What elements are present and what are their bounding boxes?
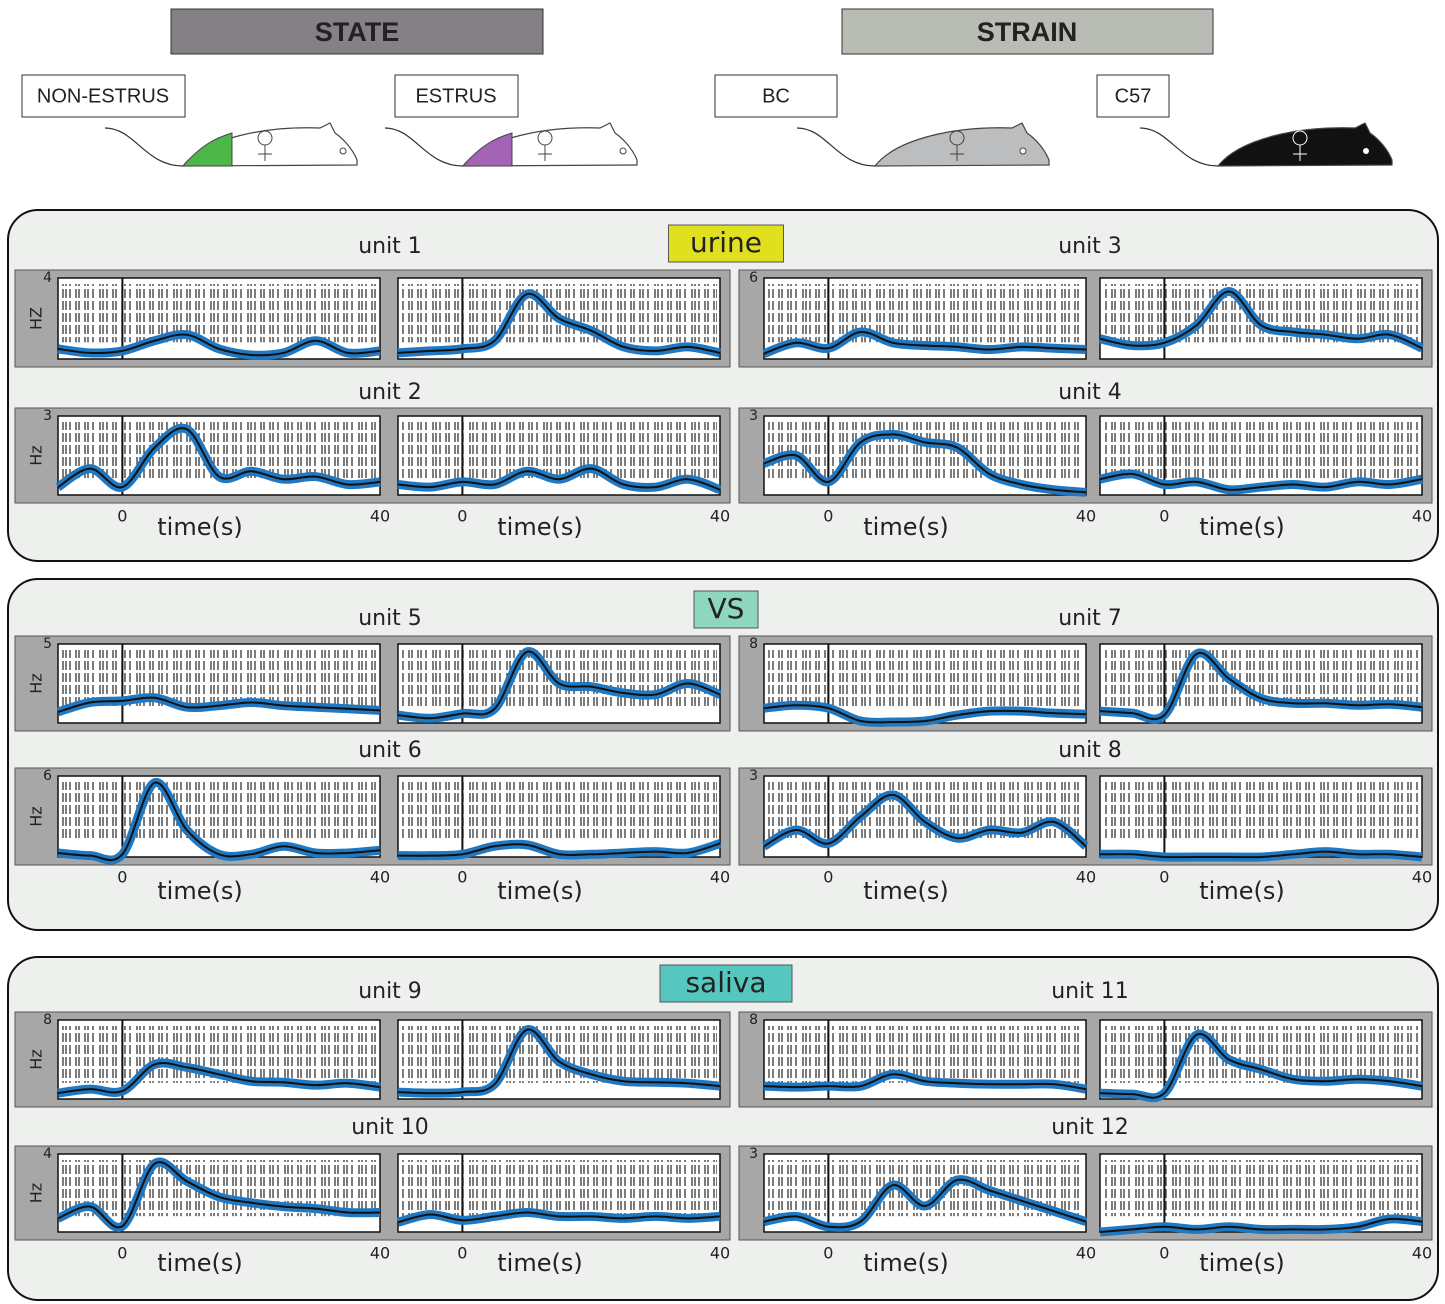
mouse-icon [385, 123, 637, 166]
y-tick-label: 8 [43, 1012, 52, 1028]
mouse-label: ESTRUS [415, 85, 496, 107]
x-tick-label: 0 [1159, 1244, 1169, 1263]
figure: STATE STRAIN NON-ESTRUS ESTRUS BC C57 ur… [0, 0, 1445, 1304]
x-axis-label: time(s) [497, 877, 582, 905]
x-axis-label: time(s) [1199, 877, 1284, 905]
y-axis-label: Hz [27, 445, 46, 465]
x-tick-label: 0 [457, 868, 467, 887]
spike-raster [401, 422, 717, 479]
x-tick-label: 40 [710, 868, 730, 887]
mouse-label: C57 [1115, 85, 1152, 107]
y-tick-label: 8 [749, 1012, 758, 1028]
x-axis-label: time(s) [157, 513, 242, 541]
y-axis-label: Hz [27, 1183, 46, 1203]
mouse-icon [797, 123, 1049, 166]
y-tick-label: 4 [43, 270, 52, 286]
y-tick-label: 3 [749, 408, 758, 424]
unit-title: unit 11 [1051, 979, 1129, 1004]
y-tick-label: 8 [749, 636, 758, 652]
x-tick-label: 0 [457, 1244, 467, 1263]
spike-raster [1103, 1026, 1419, 1083]
x-tick-label: 40 [1412, 1244, 1432, 1263]
mouse-icon [1140, 123, 1392, 166]
unit-title: unit 12 [1051, 1115, 1129, 1140]
y-axis-label: Hz [27, 806, 46, 826]
spike-raster [61, 284, 377, 342]
x-tick-label: 0 [823, 507, 833, 526]
spike-raster [1103, 422, 1419, 479]
x-axis-label: time(s) [863, 877, 948, 905]
mouse-label: NON-ESTRUS [37, 85, 169, 107]
unit-title: unit 2 [358, 380, 422, 405]
x-axis-label: time(s) [1199, 1249, 1284, 1277]
spike-raster [401, 782, 717, 840]
unit-title: unit 8 [1058, 738, 1122, 763]
x-axis-label: time(s) [863, 513, 948, 541]
x-tick-label: 40 [370, 868, 390, 887]
spike-raster [767, 1026, 1083, 1083]
mouse-label: BC [762, 85, 790, 107]
y-tick-label: 5 [43, 636, 52, 652]
strain-label: STRAIN [977, 17, 1078, 47]
x-tick-label: 0 [1159, 868, 1169, 887]
unit-title: unit 9 [358, 979, 422, 1004]
x-tick-label: 0 [1159, 507, 1169, 526]
x-tick-label: 40 [1076, 507, 1096, 526]
x-tick-label: 40 [1412, 868, 1432, 887]
stimulus-label: VS [708, 592, 745, 625]
spike-raster [61, 782, 377, 840]
x-tick-label: 0 [117, 507, 127, 526]
stimulus-label: urine [690, 226, 762, 259]
unit-title: unit 6 [358, 738, 422, 763]
spike-raster [1103, 1160, 1419, 1216]
spike-raster [767, 650, 1083, 707]
unit-title: unit 7 [1058, 606, 1122, 631]
y-tick-label: 3 [749, 768, 758, 784]
unit-title: unit 1 [358, 234, 422, 259]
y-tick-label: 6 [43, 768, 52, 784]
y-tick-label: 3 [43, 408, 52, 424]
x-tick-label: 40 [710, 1244, 730, 1263]
x-axis-label: time(s) [1199, 513, 1284, 541]
mouse-icon [105, 123, 357, 166]
y-axis-label: Hz [27, 1049, 46, 1069]
x-tick-label: 40 [1076, 1244, 1096, 1263]
unit-title: unit 4 [1058, 380, 1122, 405]
x-axis-label: time(s) [863, 1249, 948, 1277]
x-tick-label: 40 [1076, 868, 1096, 887]
unit-title: unit 5 [358, 606, 422, 631]
x-tick-label: 0 [823, 868, 833, 887]
y-tick-label: 4 [43, 1146, 52, 1162]
x-tick-label: 0 [117, 868, 127, 887]
x-axis-label: time(s) [497, 513, 582, 541]
unit-title: unit 3 [1058, 234, 1122, 259]
state-label: STATE [315, 17, 400, 47]
x-axis-label: time(s) [157, 1249, 242, 1277]
y-axis-label: Hz [27, 673, 46, 693]
x-tick-label: 0 [457, 507, 467, 526]
x-tick-label: 0 [117, 1244, 127, 1263]
y-axis-label: HZ [27, 307, 46, 330]
y-tick-label: 6 [749, 270, 758, 286]
spike-raster [401, 1026, 717, 1083]
spike-raster [767, 284, 1083, 342]
x-tick-label: 40 [1412, 507, 1432, 526]
y-tick-label: 3 [749, 1146, 758, 1162]
x-tick-label: 40 [370, 507, 390, 526]
stimulus-label: saliva [685, 966, 766, 999]
x-tick-label: 0 [823, 1244, 833, 1263]
spike-raster [401, 1160, 717, 1216]
spike-raster [61, 422, 377, 479]
unit-title: unit 10 [351, 1115, 429, 1140]
x-tick-label: 40 [710, 507, 730, 526]
x-axis-label: time(s) [497, 1249, 582, 1277]
x-tick-label: 40 [370, 1244, 390, 1263]
x-axis-label: time(s) [157, 877, 242, 905]
spike-raster [1103, 782, 1419, 840]
